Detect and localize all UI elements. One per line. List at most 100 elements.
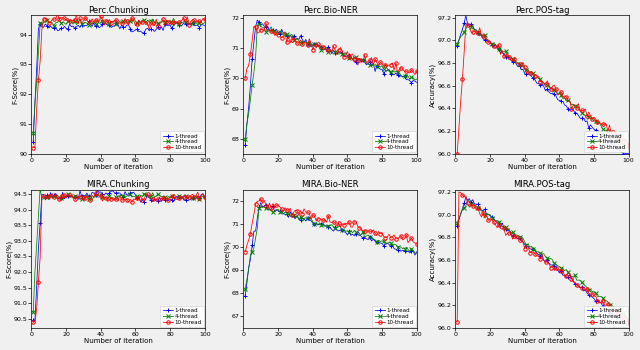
4-thread bbox=[413, 251, 420, 256]
1-thread bbox=[488, 43, 495, 47]
1-thread bbox=[495, 221, 502, 225]
4-thread bbox=[543, 83, 551, 87]
4-thread bbox=[413, 77, 420, 81]
4-thread bbox=[29, 131, 37, 135]
4-thread bbox=[36, 186, 44, 190]
1-thread bbox=[557, 99, 565, 103]
1-thread bbox=[241, 294, 249, 298]
1-thread bbox=[401, 74, 408, 78]
Line: 4-thread: 4-thread bbox=[455, 23, 630, 151]
10-thread bbox=[557, 90, 565, 94]
4-thread bbox=[543, 256, 551, 260]
Line: 10-thread: 10-thread bbox=[243, 197, 419, 254]
10-thread bbox=[413, 69, 420, 73]
4-thread bbox=[283, 211, 291, 215]
X-axis label: Number of iteration: Number of iteration bbox=[508, 338, 577, 344]
4-thread bbox=[201, 197, 209, 201]
Y-axis label: F-Score(%): F-Score(%) bbox=[12, 65, 18, 104]
Line: 1-thread: 1-thread bbox=[243, 18, 419, 147]
4-thread bbox=[332, 50, 339, 54]
1-thread bbox=[276, 209, 284, 214]
4-thread bbox=[120, 194, 127, 198]
1-thread bbox=[29, 318, 37, 322]
1-thread bbox=[253, 18, 261, 22]
10-thread bbox=[453, 320, 461, 324]
Y-axis label: F-Score(%): F-Score(%) bbox=[223, 240, 230, 278]
10-thread bbox=[62, 196, 70, 200]
1-thread bbox=[69, 195, 77, 199]
10-thread bbox=[488, 44, 495, 48]
10-thread bbox=[401, 237, 408, 241]
10-thread bbox=[201, 18, 209, 22]
1-thread bbox=[453, 44, 461, 48]
1-thread bbox=[345, 229, 353, 233]
10-thread bbox=[257, 197, 264, 201]
10-thread bbox=[453, 152, 461, 156]
1-thread bbox=[623, 324, 631, 328]
1-thread bbox=[332, 225, 339, 230]
10-thread bbox=[192, 194, 200, 198]
10-thread bbox=[133, 22, 141, 26]
Legend: 1-thread, 4-thread, 10-thread: 1-thread, 4-thread, 10-thread bbox=[160, 306, 204, 327]
Line: 4-thread: 4-thread bbox=[243, 21, 419, 141]
10-thread bbox=[29, 320, 37, 324]
1-thread bbox=[612, 146, 620, 150]
Legend: 1-thread, 4-thread, 10-thread: 1-thread, 4-thread, 10-thread bbox=[372, 131, 415, 153]
4-thread bbox=[29, 310, 37, 314]
1-thread bbox=[257, 201, 264, 205]
10-thread bbox=[189, 18, 196, 22]
4-thread bbox=[406, 250, 413, 254]
4-thread bbox=[118, 19, 125, 23]
1-thread bbox=[189, 195, 196, 199]
X-axis label: Number of iteration: Number of iteration bbox=[296, 338, 365, 344]
1-thread bbox=[625, 152, 632, 156]
4-thread bbox=[257, 203, 264, 208]
1-thread bbox=[120, 195, 127, 199]
4-thread bbox=[464, 23, 472, 27]
1-thread bbox=[93, 188, 101, 193]
1-thread bbox=[133, 27, 141, 31]
4-thread bbox=[488, 42, 495, 47]
1-thread bbox=[618, 319, 625, 323]
10-thread bbox=[132, 198, 140, 202]
Legend: 1-thread, 4-thread, 10-thread: 1-thread, 4-thread, 10-thread bbox=[160, 131, 204, 153]
1-thread bbox=[194, 194, 202, 198]
Line: 4-thread: 4-thread bbox=[455, 198, 630, 321]
Line: 10-thread: 10-thread bbox=[456, 23, 630, 155]
1-thread bbox=[453, 224, 461, 228]
10-thread bbox=[625, 142, 632, 147]
10-thread bbox=[612, 311, 620, 315]
10-thread bbox=[283, 40, 291, 44]
10-thread bbox=[29, 146, 37, 150]
Title: MIRA.POS-tag: MIRA.POS-tag bbox=[513, 180, 571, 189]
4-thread bbox=[194, 22, 202, 27]
Line: 4-thread: 4-thread bbox=[31, 16, 207, 135]
4-thread bbox=[495, 47, 502, 51]
4-thread bbox=[241, 136, 249, 141]
4-thread bbox=[170, 16, 177, 21]
10-thread bbox=[194, 190, 202, 194]
Line: 1-thread: 1-thread bbox=[243, 201, 419, 298]
10-thread bbox=[241, 250, 249, 254]
4-thread bbox=[618, 140, 625, 144]
10-thread bbox=[276, 205, 284, 209]
Line: 1-thread: 1-thread bbox=[31, 19, 207, 144]
1-thread bbox=[120, 25, 127, 29]
4-thread bbox=[618, 312, 625, 316]
X-axis label: Number of iteration: Number of iteration bbox=[296, 164, 365, 170]
4-thread bbox=[189, 196, 196, 201]
1-thread bbox=[241, 142, 249, 147]
10-thread bbox=[543, 260, 551, 264]
10-thread bbox=[64, 16, 72, 20]
1-thread bbox=[462, 195, 470, 199]
1-thread bbox=[84, 19, 92, 23]
1-thread bbox=[194, 23, 202, 28]
Y-axis label: Accuracy(%): Accuracy(%) bbox=[429, 237, 436, 281]
X-axis label: Number of iteration: Number of iteration bbox=[508, 164, 577, 170]
Line: 1-thread: 1-thread bbox=[455, 195, 630, 328]
10-thread bbox=[332, 220, 339, 225]
1-thread bbox=[543, 258, 551, 262]
4-thread bbox=[69, 22, 77, 26]
4-thread bbox=[612, 307, 620, 312]
1-thread bbox=[332, 50, 339, 55]
